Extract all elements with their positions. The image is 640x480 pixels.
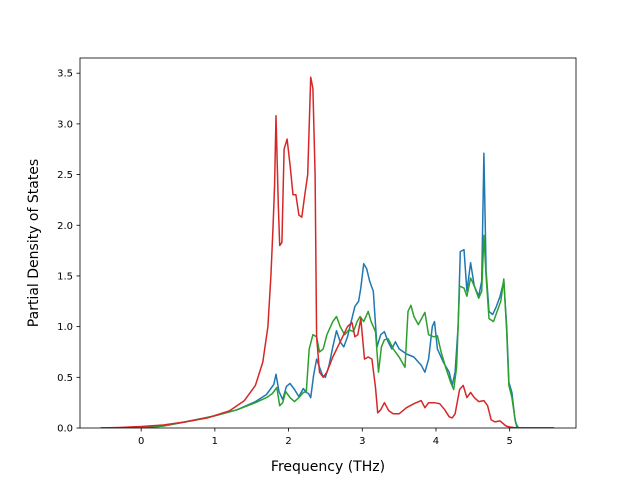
x-tick-label: 4 bbox=[433, 436, 439, 447]
y-tick-label: 2.5 bbox=[57, 170, 73, 181]
x-axis: 0 1 2 3 4 5 bbox=[138, 428, 513, 447]
y-tick-label: 1.5 bbox=[57, 271, 73, 282]
x-axis-label: Frequency (THz) bbox=[271, 459, 385, 475]
y-tick-label: 3.0 bbox=[57, 119, 73, 130]
y-tick-label: 0.5 bbox=[57, 373, 73, 384]
y-axis-label: Partial Density of States bbox=[26, 159, 42, 327]
series-layer bbox=[100, 76, 554, 428]
y-tick-label: 3.5 bbox=[57, 69, 73, 80]
plot-frame bbox=[79, 57, 577, 429]
x-tick-label: 5 bbox=[506, 436, 512, 447]
y-tick-label: 1.0 bbox=[57, 322, 73, 333]
x-tick-label: 1 bbox=[212, 436, 218, 447]
y-tick-label: 2.0 bbox=[57, 221, 73, 232]
series-line-1 bbox=[100, 152, 554, 428]
x-tick-label: 2 bbox=[285, 436, 291, 447]
series-line-3 bbox=[100, 76, 554, 428]
series-line-2 bbox=[100, 234, 554, 428]
y-axis: 0.0 0.5 1.0 1.5 2.0 2.5 3.0 3.5 bbox=[57, 69, 80, 435]
y-tick-label: 0.0 bbox=[57, 424, 73, 435]
x-tick-label: 0 bbox=[138, 436, 144, 447]
x-tick-label: 3 bbox=[359, 436, 365, 447]
